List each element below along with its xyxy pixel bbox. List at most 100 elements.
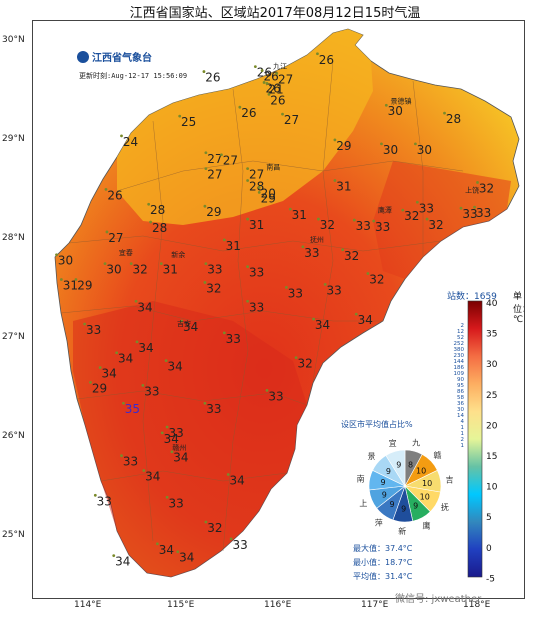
station-count: 站数：1659 [447, 292, 497, 302]
temperature-label: 33 [97, 494, 112, 508]
pie-city-label: 抚 [441, 502, 449, 512]
station-dot [354, 312, 358, 316]
station-dot [98, 366, 102, 369]
temperature-label: 34 [137, 300, 152, 314]
station-dot [443, 111, 446, 115]
pie-value-label: 10 [420, 492, 430, 501]
station-dot [265, 82, 269, 85]
station-dot [103, 262, 107, 266]
south-hot-region [73, 301, 307, 577]
station-dot [380, 142, 383, 146]
colorbar-count-label: 252 [454, 341, 465, 347]
station-dot [265, 388, 269, 392]
station-dot [222, 331, 226, 335]
station-dot [149, 220, 152, 224]
temperature-label: 29 [261, 191, 276, 205]
colorbar-gradient [467, 300, 483, 578]
place-name: 赣州 [172, 443, 186, 452]
temperature-label: 26 [319, 53, 334, 67]
pie-value-label: 9 [401, 504, 406, 513]
station-dot [141, 384, 145, 387]
temperature-label: 31 [292, 208, 307, 222]
place-name: 南昌 [266, 163, 280, 172]
station-dot [55, 253, 58, 257]
station-dot [93, 493, 97, 497]
pie-value-label: 9 [413, 502, 418, 511]
temperature-label: 27 [249, 168, 264, 182]
station-dot [281, 112, 284, 116]
colorbar-count-label: 2 [461, 323, 465, 329]
lat-label-30: 30°N [2, 35, 25, 45]
station-dot [170, 450, 174, 454]
station-dot [301, 245, 305, 249]
station-dot [288, 207, 292, 211]
station-dot [147, 202, 151, 206]
colorbar-ticks: 40 35 30 25 20 15 10 5 0 -5 [486, 299, 498, 584]
station-dot [204, 262, 208, 266]
unit-label: 单位：℃ [513, 292, 524, 325]
station-dot [246, 167, 250, 170]
temperature-label: 33 [476, 206, 491, 220]
temperature-label: 34 [179, 551, 194, 565]
temperature-label: 33 [168, 426, 183, 440]
station-dot [333, 138, 337, 142]
station-dot [238, 105, 242, 109]
station-dot [473, 205, 476, 209]
station-dot [366, 272, 370, 275]
temperature-label: 32 [479, 181, 494, 195]
station-dot [160, 431, 164, 435]
pie-value-label: 9 [382, 490, 387, 499]
station-dot [89, 381, 92, 384]
station-dot [165, 495, 169, 499]
temperature-label: 33 [123, 455, 138, 469]
station-dot [372, 219, 376, 223]
colorbar-count-label: 30 [457, 407, 464, 413]
pie-title: 设区市平均值占比% [341, 420, 413, 429]
station-dot [83, 322, 87, 326]
station-dot [204, 151, 208, 155]
pie-city-label: 宜 [389, 438, 397, 448]
station-dot [229, 537, 233, 541]
temperature-label: 33 [249, 300, 264, 314]
colorbar-tick-label: 10 [486, 483, 498, 493]
colorbar-count-label: 90 [457, 377, 464, 383]
pie-city-label: 新 [398, 526, 406, 536]
temperature-label: 28 [249, 179, 264, 193]
colorbar-count-label: 52 [457, 335, 464, 341]
pie-city-label: 赣 [434, 450, 442, 460]
colorbar-count-label: 144 [454, 359, 465, 365]
temperature-label: 30 [58, 254, 73, 268]
temperature-label: 32 [297, 357, 312, 371]
temperature-label: 33 [144, 384, 159, 398]
pie-value-label: 10 [422, 479, 432, 488]
colorbar-count-label: 1 [461, 431, 465, 437]
temperature-label: 32 [206, 281, 221, 295]
station-dot [341, 248, 345, 252]
temperature-label: 26 [241, 106, 256, 120]
lon-label-118: 118°E [463, 600, 491, 610]
temperature-label: 30 [417, 143, 432, 157]
station-dot [178, 114, 182, 118]
lat-label-29: 29°N [2, 134, 25, 144]
station-dot [180, 319, 184, 323]
pie-slice [385, 449, 406, 488]
temperature-label: 29 [336, 139, 351, 153]
temperature-label: 27 [207, 152, 222, 166]
pie-city-label: 吉 [446, 476, 454, 485]
station-dot [333, 179, 337, 182]
colorbar-count-label: 109 [454, 371, 465, 377]
station-dot [316, 52, 319, 56]
colorbar-tick-label: 15 [486, 452, 497, 462]
station-dot [222, 238, 226, 242]
station-dot [120, 454, 123, 458]
colorbar-tick-label: 20 [486, 421, 498, 431]
station-dot [294, 356, 298, 360]
station-dot [105, 230, 109, 234]
temperature-label: 31 [336, 179, 351, 193]
temperature-label: 34 [164, 432, 179, 446]
